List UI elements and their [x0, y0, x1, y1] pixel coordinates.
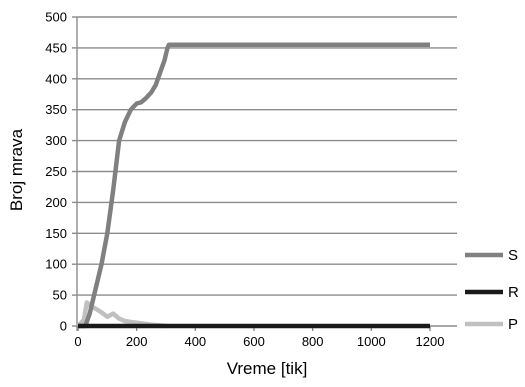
series-lines	[76, 42, 430, 329]
y-tick-label: 500	[45, 10, 67, 25]
y-tick-label: 0	[60, 319, 67, 334]
legend-label-S: S	[508, 247, 518, 264]
legend-label-P: P	[508, 316, 518, 333]
y-tick-labels: 0 50 100 150 200 250 300 350 400 450 500	[45, 10, 67, 334]
y-tick-label: 200	[45, 195, 67, 210]
x-tick-label: 1000	[357, 334, 386, 349]
x-tick-label: 200	[126, 334, 148, 349]
series-line-S	[78, 42, 430, 329]
gridlines	[72, 16, 457, 327]
y-tick-label: 100	[45, 257, 67, 272]
y-tick-label: 300	[45, 133, 67, 148]
y-tick-label: 50	[53, 288, 67, 303]
legend-label-R: R	[508, 284, 519, 301]
y-tick-label: 350	[45, 102, 67, 117]
x-tick-labels: 0 200 400 600 800 1000 1200	[74, 326, 444, 349]
x-tick-label: 600	[243, 334, 265, 349]
y-axis-label: Broj mrava	[7, 128, 26, 211]
x-axis-label: Vreme [tik]	[227, 359, 308, 378]
y-tick-label: 400	[45, 71, 67, 86]
y-tick-label: 150	[45, 226, 67, 241]
x-tick-label: 400	[184, 334, 206, 349]
x-tick-label: 1200	[416, 334, 445, 349]
y-tick-label: 250	[45, 164, 67, 179]
y-tick-label: 450	[45, 40, 67, 55]
x-tick-label: 0	[74, 334, 81, 349]
legend: S RP	[465, 247, 519, 333]
x-tick-label: 800	[302, 334, 324, 349]
